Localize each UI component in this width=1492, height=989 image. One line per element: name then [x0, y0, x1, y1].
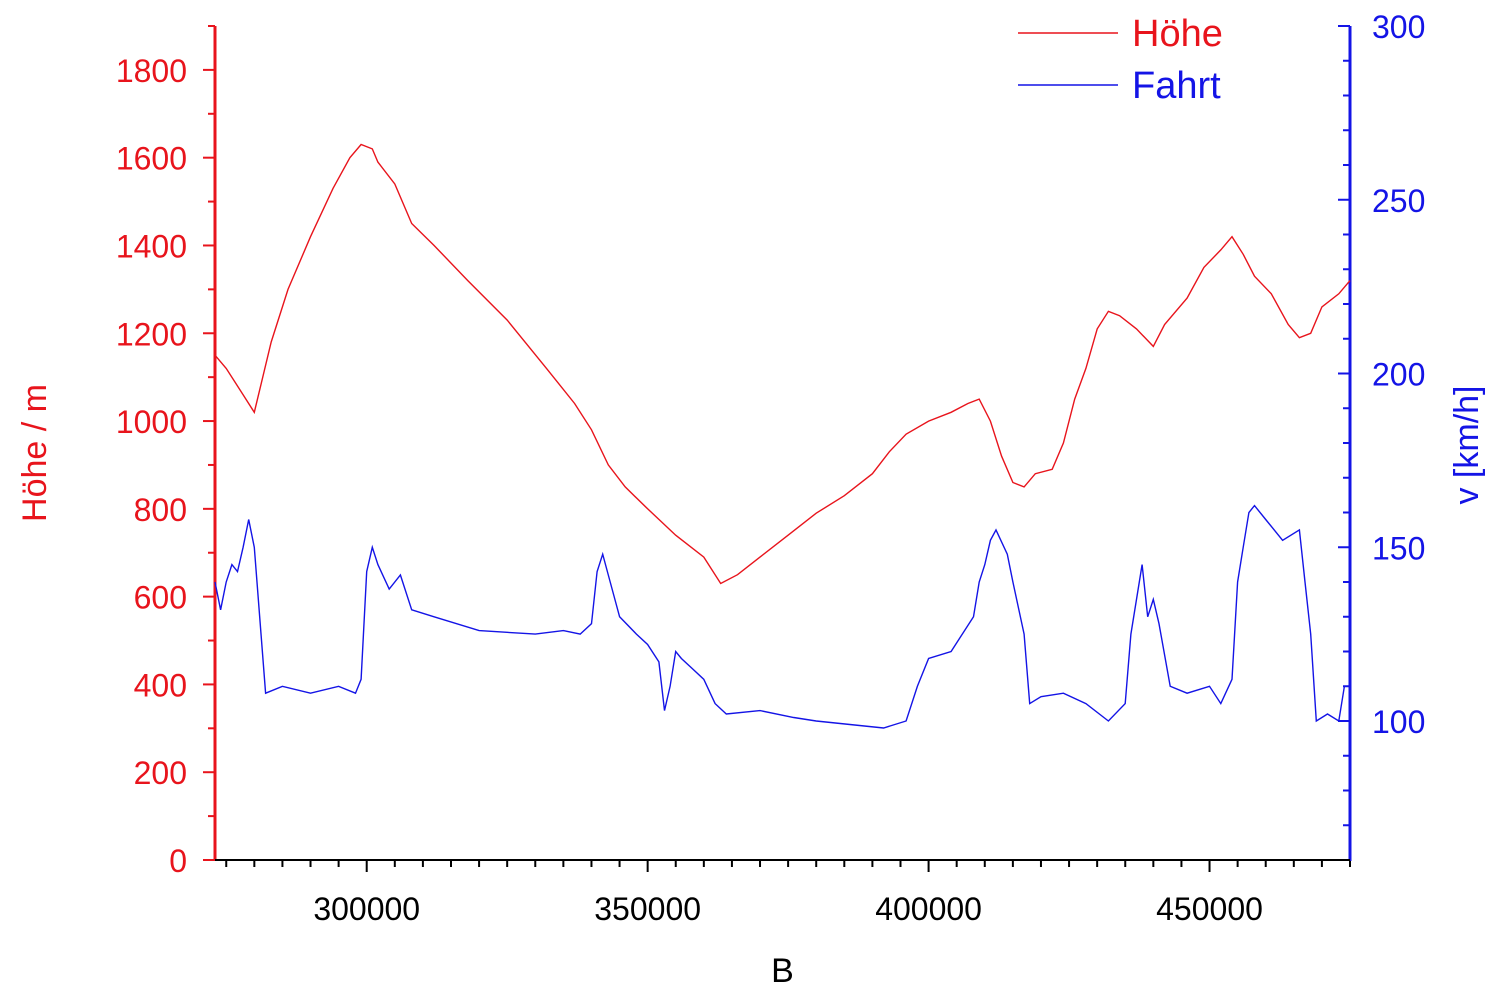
left-y-tick-label: 200	[134, 755, 187, 791]
right-y-tick-label: 150	[1372, 530, 1425, 566]
left-y-tick-label: 1200	[116, 316, 187, 352]
left-y-tick-label: 1400	[116, 228, 187, 264]
left-y-axis-ticks: 0 200 400 600 800 1000 1200 1400 1600 1800	[116, 25, 215, 879]
left-y-tick-label: 1600	[116, 141, 187, 177]
legend: Höhe Fahrt	[1018, 13, 1223, 107]
series-line-hoehe	[214, 143, 1351, 585]
right-y-tick-label: 100	[1372, 704, 1425, 740]
x-axis-ticks: 300000 350000 400000 450000	[225, 860, 1351, 927]
left-y-axis-label: Höhe / m	[16, 384, 54, 522]
x-tick-label: 450000	[1156, 891, 1263, 927]
x-tick-label: 300000	[313, 891, 420, 927]
legend-label-fahrt: Fahrt	[1132, 65, 1221, 107]
left-y-tick-label: 400	[134, 667, 187, 703]
left-y-tick-label: 0	[169, 843, 187, 879]
left-y-tick-label: 600	[134, 580, 187, 616]
legend-label-hoehe: Höhe	[1132, 13, 1223, 55]
left-y-tick-label: 1800	[116, 53, 187, 89]
right-y-axis-ticks: 100 150 200 250 300	[1338, 9, 1425, 861]
right-y-tick-label: 200	[1372, 357, 1425, 393]
right-y-axis-label: v [km/h]	[1448, 385, 1486, 504]
series-line-fahrt	[214, 504, 1350, 729]
left-y-tick-label: 800	[134, 492, 187, 528]
x-tick-label: 400000	[875, 891, 982, 927]
x-axis-label: B	[771, 952, 794, 989]
right-y-tick-label: 250	[1372, 183, 1425, 219]
x-tick-label: 350000	[594, 891, 701, 927]
right-y-tick-label: 300	[1372, 9, 1425, 45]
left-y-tick-label: 1000	[116, 404, 187, 440]
